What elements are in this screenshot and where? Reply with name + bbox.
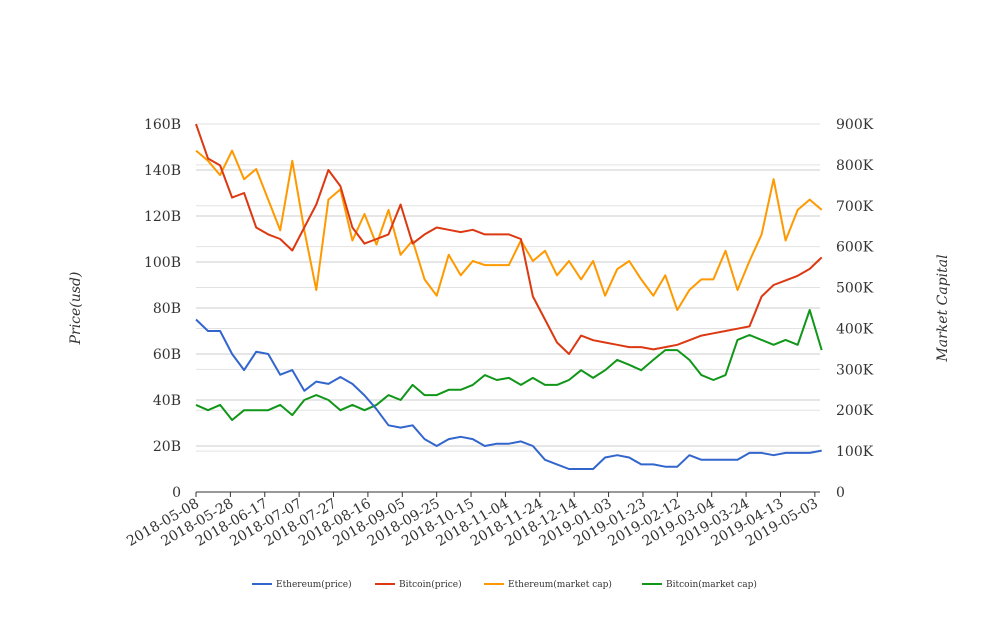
legend-label: Ethereum(price) xyxy=(276,579,352,590)
left-y-axis: 0 20B 40B 60B 80B 100B 120B 140B 160B xyxy=(144,117,181,501)
right-y-tick-label: 400K xyxy=(836,321,874,337)
right-y-tick-label: 200K xyxy=(836,403,874,419)
right-y-tick-label: 900K xyxy=(836,117,874,133)
left-y-tick-label: 40B xyxy=(153,393,181,409)
right-y-tick-label: 300K xyxy=(836,362,874,378)
left-y-tick-label: 120B xyxy=(144,209,181,225)
left-y-tick-label: 160B xyxy=(144,117,181,133)
left-y-tick-label: 0 xyxy=(172,485,181,501)
right-axis-title: Market Capital xyxy=(935,254,951,362)
left-y-tick-label: 140B xyxy=(144,163,181,179)
right-y-tick-label: 700K xyxy=(836,199,874,215)
right-y-tick-label: 800K xyxy=(836,158,874,174)
series-line-ethereum-price xyxy=(195,318,822,470)
left-y-tick-label: 80B xyxy=(153,301,181,317)
series-line-bitcoin-price xyxy=(195,123,823,355)
series-line-bitcoin-market-cap xyxy=(195,309,823,421)
right-y-tick-label: 600K xyxy=(836,240,874,256)
gridlines xyxy=(196,123,820,452)
legend-label: Ethereum(market cap) xyxy=(508,579,612,590)
right-y-axis: 0 100K 200K 300K 400K 500K 600K 700K 800K 900K xyxy=(836,117,874,501)
left-y-tick-label: 100B xyxy=(144,255,181,271)
legend-label: Bitcoin(price) xyxy=(399,579,462,590)
legend-label: Bitcoin(market cap) xyxy=(666,579,757,590)
right-y-tick-label: 0 xyxy=(836,485,845,501)
series-line-ethereum-market-cap xyxy=(195,149,823,311)
legend: Ethereum(price) Bitcoin(price) Ethereum(ma… xyxy=(252,579,757,590)
left-y-tick-label: 60B xyxy=(153,347,181,363)
left-axis-title: Price(usd) xyxy=(68,272,84,346)
series-lines xyxy=(195,123,823,470)
x-axis: 2018-05-082018-05-282018-06-172018-07-07… xyxy=(124,492,821,550)
left-y-tick-label: 20B xyxy=(153,439,181,455)
right-y-tick-label: 500K xyxy=(836,281,874,297)
right-y-tick-label: 100K xyxy=(836,444,874,460)
